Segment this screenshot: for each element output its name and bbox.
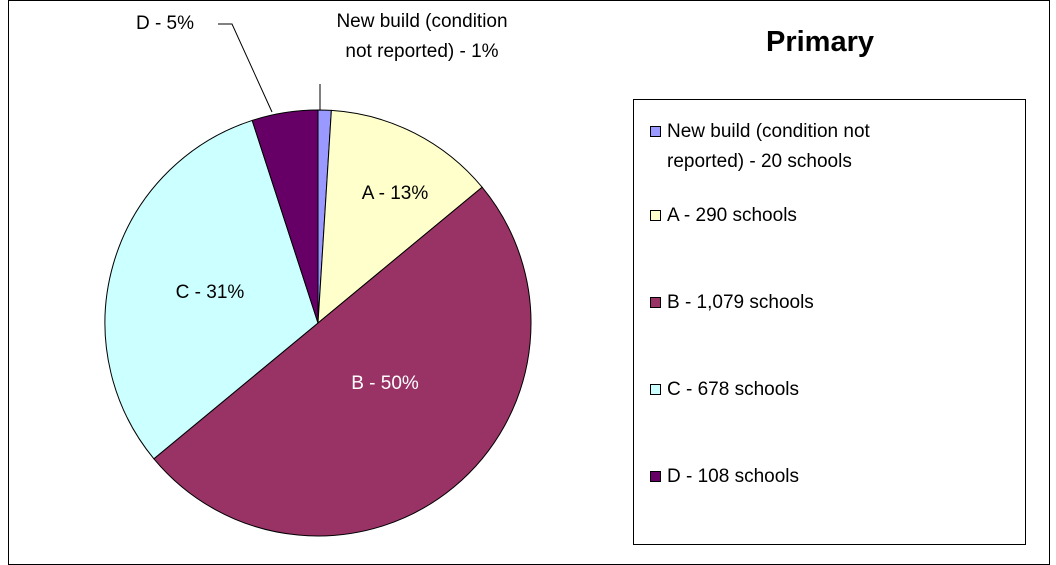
legend-entry: A - 290 schools [650, 201, 950, 231]
legend-label: D - 108 schools [667, 466, 800, 487]
pie-slice [317, 109, 483, 325]
legend-label: C - 678 schools [667, 379, 800, 400]
legend-swatch [650, 471, 661, 482]
legend-swatch [650, 384, 661, 395]
pie-slice [251, 109, 319, 324]
chart-title: Primary [765, 26, 874, 58]
legend-label: New build (condition not reported) - 20 … [667, 121, 870, 172]
legend-entry: D - 108 schools [650, 462, 950, 492]
pie-slice [153, 186, 532, 537]
legend-swatch [650, 297, 661, 308]
leader-line [218, 23, 273, 113]
legend-entry: New build (condition not reported) - 20 … [650, 117, 950, 177]
slice-label: D - 5% [135, 13, 195, 34]
slice-label: A - 13% [361, 183, 429, 204]
legend: New build (condition not reported) - 20 … [633, 99, 1026, 545]
slice-label: B - 50% [351, 373, 419, 394]
legend-swatch [650, 126, 661, 137]
legend-label: B - 1,079 schools [667, 292, 814, 313]
slice-label: New build (condition not reported) - 1% [336, 11, 508, 62]
slice-label: C - 31% [175, 282, 245, 303]
legend-swatch [650, 210, 661, 221]
legend-entry: B - 1,079 schools [650, 288, 950, 318]
pie-slice [104, 119, 319, 460]
legend-label: A - 290 schools [667, 205, 797, 226]
legend-entry: C - 678 schools [650, 375, 950, 405]
